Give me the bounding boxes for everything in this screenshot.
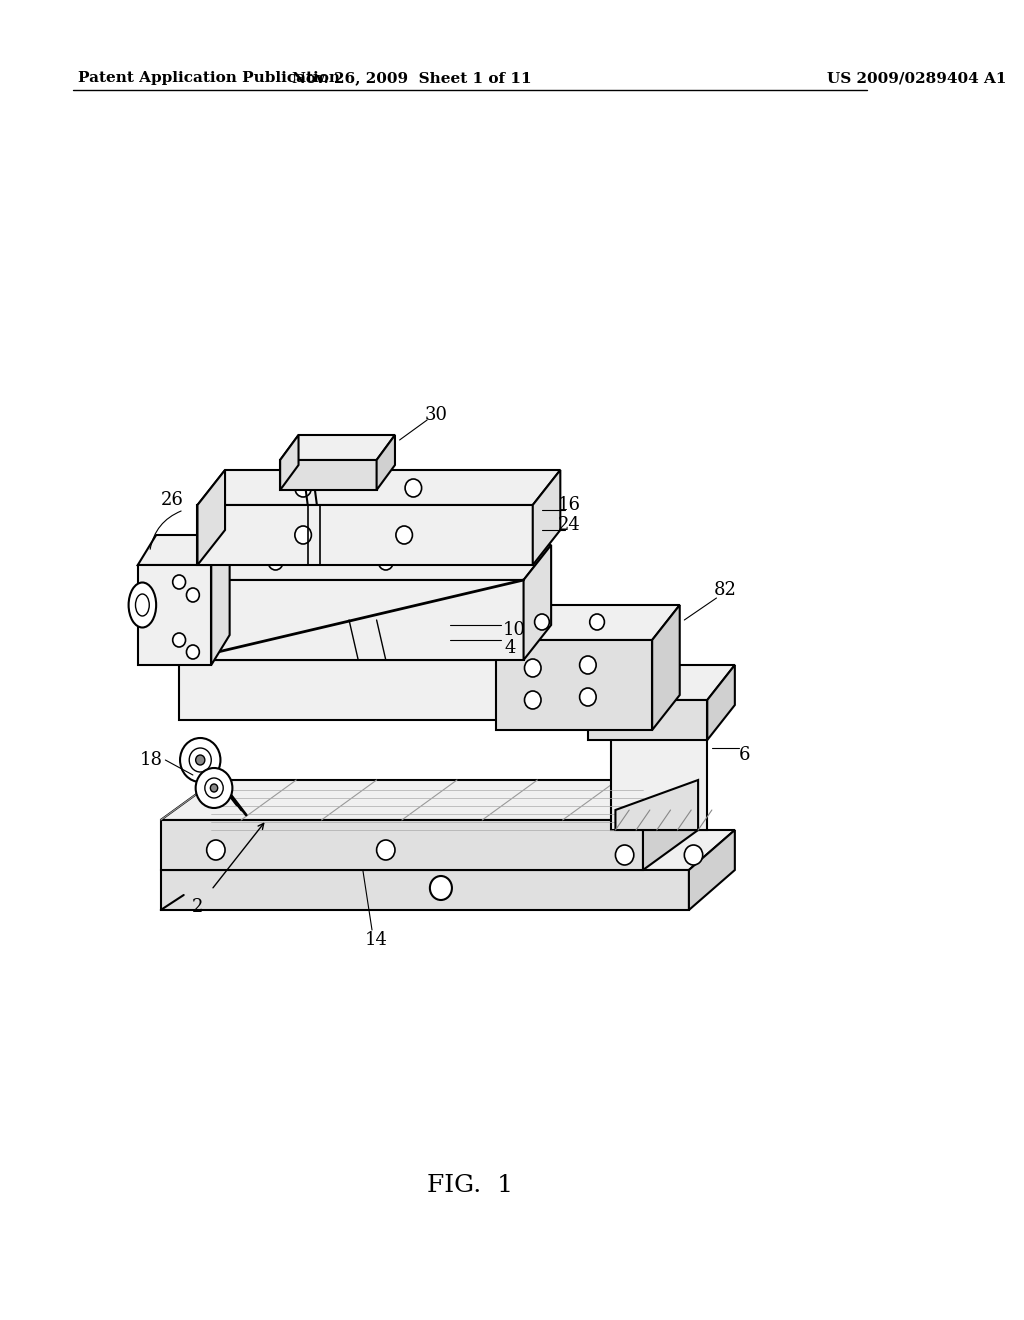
Text: 6: 6 bbox=[738, 746, 750, 764]
Polygon shape bbox=[198, 506, 532, 565]
Circle shape bbox=[524, 690, 541, 709]
Polygon shape bbox=[611, 730, 708, 830]
Polygon shape bbox=[652, 605, 680, 730]
Circle shape bbox=[580, 656, 596, 675]
Circle shape bbox=[580, 688, 596, 706]
Circle shape bbox=[207, 840, 225, 861]
Circle shape bbox=[406, 479, 422, 498]
Polygon shape bbox=[377, 436, 395, 490]
Circle shape bbox=[186, 587, 200, 602]
Polygon shape bbox=[179, 620, 652, 660]
Text: 2: 2 bbox=[191, 898, 203, 916]
Polygon shape bbox=[532, 470, 560, 565]
Text: 18: 18 bbox=[140, 751, 163, 770]
Text: 24: 24 bbox=[558, 516, 581, 535]
Ellipse shape bbox=[129, 582, 156, 627]
Ellipse shape bbox=[135, 594, 150, 616]
Circle shape bbox=[189, 748, 211, 772]
Circle shape bbox=[524, 659, 541, 677]
Text: Nov. 26, 2009  Sheet 1 of 11: Nov. 26, 2009 Sheet 1 of 11 bbox=[292, 71, 531, 84]
Text: 4: 4 bbox=[504, 639, 515, 657]
Circle shape bbox=[377, 840, 395, 861]
Polygon shape bbox=[198, 470, 225, 565]
Polygon shape bbox=[138, 565, 211, 665]
Text: Patent Application Publication: Patent Application Publication bbox=[78, 71, 340, 84]
Circle shape bbox=[396, 525, 413, 544]
Circle shape bbox=[379, 554, 393, 570]
Polygon shape bbox=[211, 535, 229, 665]
Polygon shape bbox=[615, 780, 698, 830]
Circle shape bbox=[173, 576, 185, 589]
Polygon shape bbox=[281, 436, 395, 459]
Circle shape bbox=[196, 768, 232, 808]
Circle shape bbox=[295, 525, 311, 544]
Polygon shape bbox=[643, 780, 698, 870]
Polygon shape bbox=[183, 579, 523, 660]
Text: 14: 14 bbox=[366, 931, 388, 949]
Polygon shape bbox=[161, 780, 698, 820]
Polygon shape bbox=[138, 535, 229, 565]
Polygon shape bbox=[496, 605, 680, 640]
Text: 16: 16 bbox=[558, 496, 581, 513]
Polygon shape bbox=[588, 700, 708, 741]
Polygon shape bbox=[161, 870, 689, 909]
Circle shape bbox=[615, 845, 634, 865]
Circle shape bbox=[535, 614, 549, 630]
Polygon shape bbox=[496, 640, 652, 730]
Text: 30: 30 bbox=[425, 407, 447, 424]
Polygon shape bbox=[281, 459, 377, 490]
Circle shape bbox=[268, 554, 283, 570]
Polygon shape bbox=[689, 830, 735, 909]
Circle shape bbox=[210, 784, 218, 792]
Circle shape bbox=[590, 614, 604, 630]
Polygon shape bbox=[183, 545, 551, 579]
Polygon shape bbox=[708, 665, 735, 741]
Circle shape bbox=[196, 755, 205, 766]
Polygon shape bbox=[183, 545, 211, 660]
Circle shape bbox=[186, 645, 200, 659]
Polygon shape bbox=[161, 820, 643, 870]
Text: US 2009/0289404 A1: US 2009/0289404 A1 bbox=[826, 71, 1007, 84]
Polygon shape bbox=[161, 830, 735, 870]
Circle shape bbox=[684, 845, 702, 865]
Polygon shape bbox=[179, 620, 220, 719]
Circle shape bbox=[173, 634, 185, 647]
Circle shape bbox=[430, 876, 452, 900]
Text: 26: 26 bbox=[161, 491, 184, 510]
Polygon shape bbox=[523, 545, 551, 660]
Polygon shape bbox=[198, 470, 560, 506]
Polygon shape bbox=[611, 620, 652, 719]
Circle shape bbox=[205, 777, 223, 799]
Polygon shape bbox=[281, 436, 299, 490]
Polygon shape bbox=[588, 665, 735, 700]
Circle shape bbox=[180, 738, 220, 781]
Polygon shape bbox=[179, 660, 611, 719]
Text: 10: 10 bbox=[503, 620, 526, 639]
Text: FIG.  1: FIG. 1 bbox=[427, 1173, 513, 1196]
Text: 82: 82 bbox=[714, 581, 737, 599]
Circle shape bbox=[295, 479, 311, 498]
